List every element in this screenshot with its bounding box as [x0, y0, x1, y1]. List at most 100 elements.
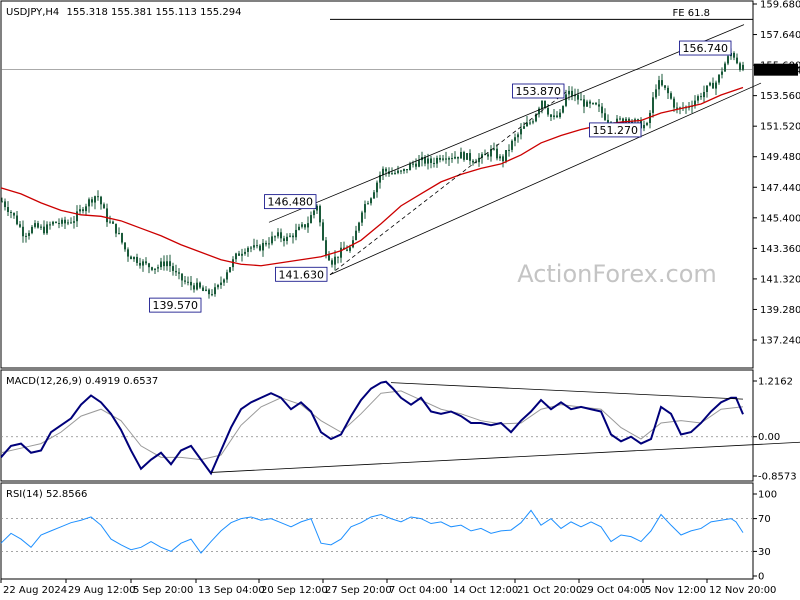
- candle-body: [364, 204, 366, 213]
- price-tick-label: 149.480: [760, 152, 800, 163]
- candle-body: [409, 163, 411, 171]
- macd-panel: MACD(12,26,9) 0.4919 0.6537 1.2162 0.00 -0…: [0, 369, 800, 483]
- candle-body: [178, 272, 180, 274]
- candle-body: [208, 289, 210, 295]
- candle-body: [25, 235, 27, 237]
- candle-body: [676, 107, 678, 109]
- candle-body: [499, 156, 501, 159]
- candle-body: [298, 226, 300, 230]
- macd-signal-line: [0, 390, 744, 461]
- candle-body: [667, 87, 669, 94]
- candle-body: [445, 158, 447, 160]
- candle-body: [724, 63, 726, 72]
- candle-body: [157, 267, 159, 269]
- candle-body: [286, 236, 288, 241]
- candle-body: [382, 168, 384, 176]
- candle-body: [280, 232, 282, 239]
- price-label: 141.630: [275, 266, 328, 282]
- candle-body: [463, 152, 465, 160]
- candle-body: [427, 158, 429, 164]
- candle-body: [229, 267, 231, 273]
- candle-body: [742, 64, 744, 70]
- candle-body: [310, 215, 312, 224]
- candle-body: [589, 101, 591, 104]
- candle-body: [10, 212, 12, 214]
- candle-body: [526, 122, 528, 127]
- candle-body: [490, 149, 492, 157]
- price-label-box: [679, 40, 732, 56]
- rsi-tick-label: 0: [758, 572, 764, 583]
- candle-body: [313, 210, 315, 216]
- candle-body: [370, 198, 372, 204]
- candle-body: [256, 245, 258, 247]
- candle-body: [346, 249, 348, 251]
- candle-body: [88, 199, 90, 207]
- candle-body: [22, 226, 24, 237]
- candle-body: [52, 221, 54, 225]
- current-price-marker: [754, 63, 798, 76]
- candle-body: [616, 118, 618, 125]
- candle-body: [211, 294, 213, 296]
- candle-body: [703, 91, 705, 98]
- candle-body: [196, 282, 198, 290]
- candle-body: [592, 102, 594, 104]
- price-axis: 159.680157.640155.600153.560151.520149.4…: [753, 0, 800, 347]
- ohlc-values: 155.318 155.381 155.113 155.294: [66, 7, 241, 18]
- candle-body: [394, 172, 396, 174]
- time-tick-label: 29 Aug 12:00: [68, 585, 135, 596]
- candle-body: [247, 247, 249, 252]
- candle-body: [271, 236, 273, 244]
- candle-body: [568, 90, 570, 95]
- candle-body: [85, 206, 87, 212]
- candle-body: [118, 233, 120, 235]
- candle-body: [55, 221, 57, 224]
- candle-body: [508, 149, 510, 151]
- candle-body: [700, 96, 702, 98]
- candle-body: [124, 242, 126, 250]
- candle-body: [64, 219, 66, 224]
- current-price-label: 155.294: [760, 66, 800, 77]
- fib-level-label: FE 61.8: [672, 8, 710, 19]
- macd-title: MACD(12,26,9) 0.4919 0.6537: [6, 376, 158, 387]
- candle-body: [82, 209, 84, 212]
- candle-body: [250, 247, 252, 249]
- candle-body: [70, 222, 72, 224]
- candle-body: [232, 259, 234, 268]
- candle-body: [709, 82, 711, 86]
- time-tick-label: 27 Sep 20:00: [325, 585, 392, 596]
- candle-body: [649, 112, 651, 124]
- price-tick-label: 159.680: [760, 0, 800, 11]
- dashed-trend-line: [329, 91, 567, 276]
- candle-body: [505, 150, 507, 162]
- candle-body: [670, 93, 672, 99]
- candle-body: [175, 270, 177, 273]
- candle-body: [181, 273, 183, 281]
- candle-body: [154, 268, 156, 270]
- candle-body: [487, 154, 489, 157]
- candle-body: [631, 121, 633, 123]
- candle-body: [148, 263, 150, 268]
- price-panel: USDJPY,H4 155.318 155.381 155.113 155.29…: [0, 0, 800, 369]
- rsi-panel-frame: [0, 482, 754, 580]
- candle-body: [334, 256, 336, 265]
- candle-body: [376, 182, 378, 193]
- candle-body: [361, 212, 363, 223]
- price-tick-label: 141.320: [760, 274, 800, 285]
- candle-body: [268, 243, 270, 245]
- candle-body: [547, 108, 549, 115]
- candle-body: [502, 156, 504, 162]
- candle-body: [637, 119, 639, 121]
- candle-body: [145, 261, 147, 264]
- candle-body: [625, 118, 627, 123]
- candle-body: [574, 94, 576, 97]
- candle-body: [151, 267, 153, 270]
- candle-body: [604, 113, 606, 120]
- candle-body: [442, 158, 444, 160]
- chart-header: USDJPY,H4 155.318 155.381 155.113 155.29…: [6, 7, 241, 18]
- candle-body: [28, 233, 30, 236]
- candle-body: [112, 221, 114, 224]
- rsi-title: RSI(14) 52.8566: [6, 489, 87, 500]
- macd-tick-label: 1.2162: [758, 377, 793, 388]
- price-tick-label: 143.360: [760, 244, 800, 255]
- macd-main-line: [0, 380, 744, 476]
